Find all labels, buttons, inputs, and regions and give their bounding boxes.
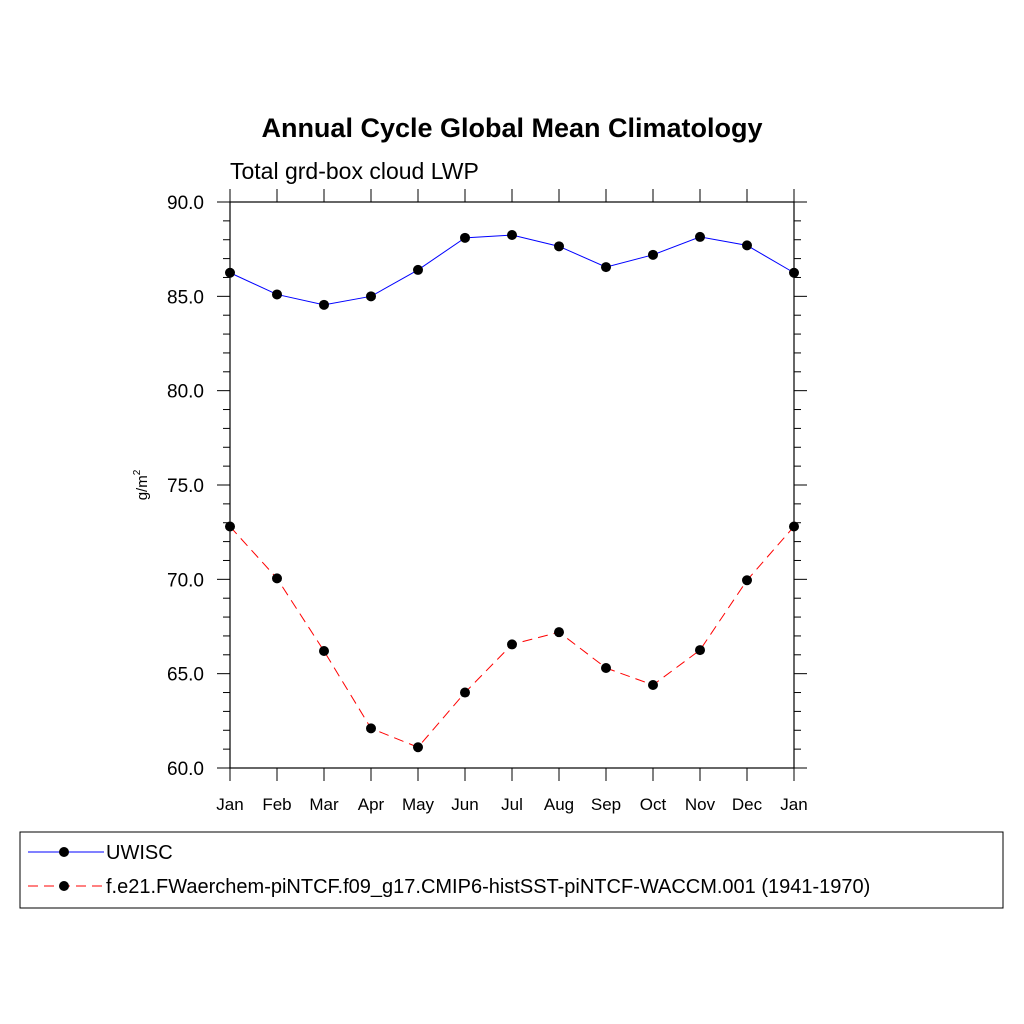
series-1-point [507,230,517,241]
x-tick-label: May [402,795,435,814]
y-tick-labels: 60.0 65.0 70.0 75.0 80.0 85.0 90.0 [167,193,204,780]
y-tick-label: 90.0 [167,193,204,214]
legend-label-2: f.e21.FWaerchem-piNTCF.f09_g17.CMIP6-his… [106,876,870,898]
series-1-point [648,249,658,260]
axis-ticks [217,189,807,781]
legend-box [19,831,1004,909]
plot-frame [229,201,795,769]
series-2-point [366,723,376,734]
series-2-point [695,645,705,656]
x-tick-label: Jun [451,795,478,814]
x-tick-label: Sep [591,795,621,814]
legend-marker-1 [59,847,69,857]
x-tick-label: Aug [544,795,574,814]
series-1-point [413,264,423,275]
series-2-point [648,679,658,690]
legend-marker-2 [59,881,69,891]
x-tick-labels: Jan Feb Mar Apr May Jun Jul Aug Sep Oct Nov Dec Jan [216,795,807,814]
series-2-point [507,639,517,650]
series-2-point [413,742,423,753]
x-tick-label: Oct [640,795,667,814]
series-1-point [695,231,705,242]
series-2-point [789,521,799,532]
x-tick-label: Jan [216,795,243,814]
series-line-1 [229,234,795,306]
legend: UWISC f.e21.FWaerchem-piNTCF.f09_g17.CMIP… [28,842,870,898]
series-1-point [742,240,752,251]
series-2-point [601,663,611,674]
y-tick-label: 65.0 [167,665,204,686]
series-2-point [319,646,329,657]
y-tick-label: 85.0 [167,287,204,308]
x-tick-label: Nov [685,795,716,814]
series-layer [225,230,799,753]
y-axis-label-superscript: 2 [132,469,143,475]
series-1-point [319,299,329,310]
series-1-point [366,291,376,302]
y-tick-label: 60.0 [167,759,204,780]
series-1-point [601,262,611,273]
y-axis-label: g/m2 [132,469,151,500]
series-2-point [742,575,752,586]
x-tick-label: Apr [358,795,385,814]
x-tick-label: Jan [780,795,807,814]
series-1-point [225,267,235,278]
legend-label-1: UWISC [106,842,173,864]
y-tick-label: 80.0 [167,382,204,403]
series-2-point [460,687,470,698]
series-2-point [225,521,235,532]
series-line-2 [229,526,795,748]
chart-subtitle: Total grd-box cloud LWP [230,158,479,184]
x-tick-label: Dec [732,795,763,814]
x-tick-label: Mar [309,795,339,814]
series-1-point [554,241,564,252]
x-tick-label: Jul [501,795,523,814]
series-2-point [554,627,564,638]
y-tick-label: 70.0 [167,570,204,591]
series-1-point [789,267,799,278]
chart-title: Annual Cycle Global Mean Climatology [261,113,762,143]
series-2-point [272,573,282,584]
series-1-point [460,232,470,243]
x-tick-label: Feb [262,795,291,814]
series-1-point [272,289,282,300]
y-tick-label: 75.0 [167,476,204,497]
y-axis-label-unit: g/m [134,475,151,500]
